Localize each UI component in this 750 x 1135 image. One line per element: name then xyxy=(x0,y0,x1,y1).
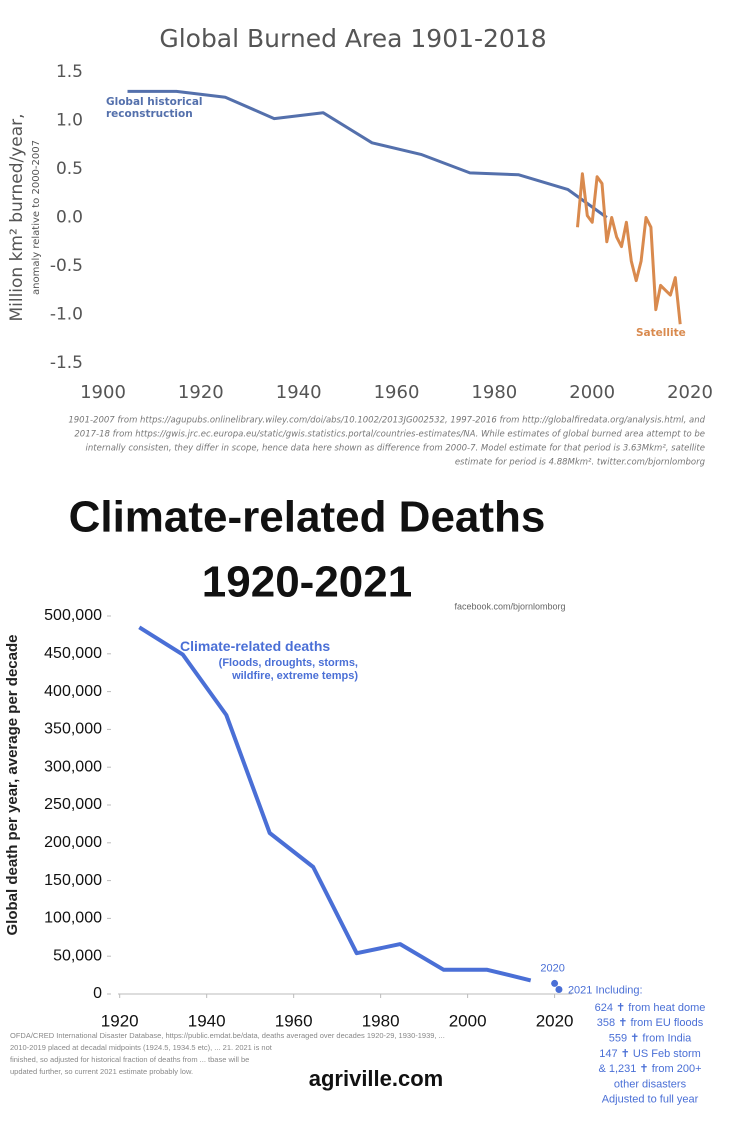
source-note: 2010-2019 placed at decadal midpoints (1… xyxy=(10,1043,273,1052)
y-tick-label: 150,000 xyxy=(44,872,102,889)
annotation-line: 559 ✝ from India xyxy=(609,1033,692,1045)
source-note: 2017-18 from https://gwis.jrc.ec.europa.… xyxy=(74,430,705,440)
x-tick-label: 1960 xyxy=(374,382,420,403)
y-tick-label: 350,000 xyxy=(44,721,102,738)
y-tick-label: 200,000 xyxy=(44,834,102,851)
watermark: agriville.com xyxy=(258,1055,494,1103)
series-label: Satellite xyxy=(636,327,686,339)
point xyxy=(555,985,563,993)
y-tick-label: -1.0 xyxy=(50,305,83,325)
y-tick-label: 400,000 xyxy=(44,683,102,700)
annotation-line: & 1,231 ✝ from 200+ xyxy=(598,1063,701,1075)
annotation-line: 147 ✝ US Feb storm xyxy=(599,1048,701,1060)
x-tick-label: 1940 xyxy=(276,382,322,403)
x-tick-label: 1960 xyxy=(275,1011,313,1030)
y-tick-label: 250,000 xyxy=(44,796,102,813)
x-tick-label: 2000 xyxy=(569,382,615,403)
source-note: updated further, so current 2021 estimat… xyxy=(10,1067,193,1076)
series-label: Global historical reconstruction xyxy=(106,96,203,121)
x-tick-label: 1900 xyxy=(80,382,126,403)
x-tick-label: 1920 xyxy=(178,382,224,403)
source-note: 1901-2007 from https://agupubs.onlinelib… xyxy=(68,416,705,426)
series-line xyxy=(138,625,532,983)
y-axis-note: anomaly relative to 2000-2007 xyxy=(31,140,42,295)
x-tick-label: 1940 xyxy=(188,1011,226,1030)
x-tick-label: 1920 xyxy=(101,1011,139,1030)
point-label: 2021 Including: xyxy=(568,984,643,996)
credit: facebook.com/bjornlomborg xyxy=(454,601,565,611)
annotation-line: other disasters xyxy=(614,1078,687,1090)
series-line xyxy=(576,172,682,325)
y-tick-label: 0.5 xyxy=(56,159,83,179)
source-note: OFDA/CRED International Disaster Databas… xyxy=(10,1031,445,1040)
x-tick-label: 2020 xyxy=(536,1011,574,1030)
series-label: Climate-related deaths xyxy=(180,638,331,654)
chart-title: 1920-2021 xyxy=(202,558,412,607)
source-note: estimate for period is 4.88Mkm². twitter… xyxy=(455,458,706,468)
y-tick-label: 300,000 xyxy=(44,758,102,775)
y-tick-label: 450,000 xyxy=(44,645,102,662)
y-tick-label: 0 xyxy=(93,985,102,1002)
y-tick-label: -0.5 xyxy=(50,256,83,276)
y-tick-label: 1.5 xyxy=(56,62,83,82)
x-tick-label: 1980 xyxy=(471,382,517,403)
series-line xyxy=(127,89,608,219)
y-axis-label: Global death per year, average per decad… xyxy=(4,635,21,936)
x-tick-label: 1980 xyxy=(362,1011,400,1030)
series-note: (Floods, droughts, storms, wildfire, ext… xyxy=(218,657,358,682)
annotation-line: 358 ✝ from EU floods xyxy=(597,1017,704,1029)
y-tick-label: -1.5 xyxy=(50,353,83,373)
chart-title: Climate-related Deaths xyxy=(69,493,546,542)
annotation-line: Adjusted to full year xyxy=(602,1094,699,1106)
y-tick-label: 100,000 xyxy=(44,910,102,927)
y-axis-label: Million km² burned/year, xyxy=(7,113,27,321)
y-tick-label: 50,000 xyxy=(53,947,102,964)
point-label: 2020 xyxy=(540,962,564,974)
y-tick-label: 0.0 xyxy=(56,208,83,228)
point xyxy=(551,979,559,987)
source-note: internally consisten, they differ in sco… xyxy=(86,444,705,454)
x-tick-label: 2000 xyxy=(449,1011,487,1030)
source-note: finished, so adjusted for historical fra… xyxy=(10,1055,249,1064)
y-tick-label: 1.0 xyxy=(56,111,83,131)
annotation-line: 624 ✝ from heat dome xyxy=(595,1002,706,1014)
chart-title: Global Burned Area 1901-2018 xyxy=(159,24,546,53)
x-tick-label: 2020 xyxy=(667,382,713,403)
y-tick-label: 500,000 xyxy=(44,607,102,624)
